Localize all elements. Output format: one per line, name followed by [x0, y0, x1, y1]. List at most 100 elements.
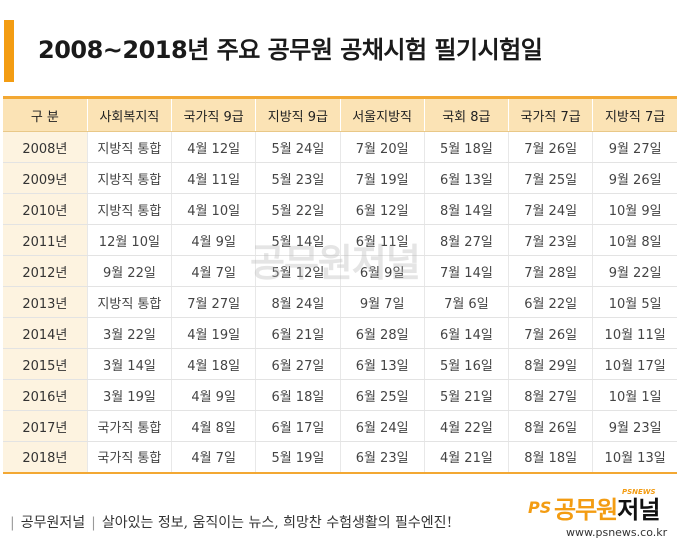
- year-cell: 2014년: [3, 317, 88, 349]
- date-cell: 4월 18일: [170, 348, 256, 380]
- date-cell: 10월 11일: [592, 317, 677, 349]
- year-cell: 2017년: [3, 410, 88, 442]
- date-cell: 5월 16일: [423, 348, 509, 380]
- date-cell: 4월 7일: [170, 255, 256, 287]
- date-cell: 3월 22일: [86, 317, 172, 349]
- date-cell: 10월 13일: [592, 441, 677, 474]
- date-cell: 7월 25일: [507, 162, 593, 194]
- date-cell: 5월 24일: [255, 131, 340, 163]
- date-cell: 7월 14일: [423, 255, 509, 287]
- psnews-logo: PS 공무원저널 PSNEWS: [528, 488, 678, 528]
- date-cell: 4월 9일: [170, 379, 256, 411]
- date-cell: 6월 13일: [339, 348, 425, 380]
- year-cell: 2011년: [3, 224, 88, 256]
- date-cell: 5월 12일: [255, 255, 340, 287]
- column-header: 국회 8급: [423, 96, 509, 132]
- table-row: 2017년 국가직 통합 4월 8일 6월 17일 6월 24일 4월 22일 8월 26일…: [3, 410, 677, 442]
- year-cell: 2018년: [3, 441, 88, 474]
- date-cell: 지방직 통합: [86, 131, 172, 163]
- date-cell: 3월 14일: [86, 348, 172, 380]
- date-cell: 9월 27일: [592, 131, 677, 163]
- date-cell: 10월 5일: [592, 286, 677, 318]
- date-cell: 6월 9일: [339, 255, 425, 287]
- date-cell: 5월 18일: [423, 131, 509, 163]
- date-cell: 국가직 통합: [86, 441, 172, 474]
- year-cell: 2015년: [3, 348, 88, 380]
- date-cell: 6월 13일: [423, 162, 509, 194]
- date-cell: 7월 6일: [423, 286, 509, 318]
- date-cell: 4월 21일: [423, 441, 509, 474]
- date-cell: 8월 14일: [423, 193, 509, 225]
- year-cell: 2016년: [3, 379, 88, 411]
- footer-slogan: 살아있는 정보, 움직이는 뉴스, 희망찬 수험생활의 필수엔진!: [101, 515, 453, 531]
- column-header: 국가직 9급: [170, 96, 256, 132]
- date-cell: 10월 1일: [592, 379, 677, 411]
- date-cell: 7월 20일: [339, 131, 425, 163]
- page-title: 2008~2018년 주요 공무원 공채시험 필기시험일: [38, 36, 543, 64]
- date-cell: 7월 28일: [507, 255, 593, 287]
- year-cell: 2013년: [3, 286, 88, 318]
- year-cell: 2008년: [3, 131, 88, 163]
- date-cell: 4월 7일: [170, 441, 256, 474]
- date-cell: 6월 11일: [339, 224, 425, 256]
- date-cell: 7월 26일: [507, 317, 593, 349]
- date-cell: 9월 23일: [592, 410, 677, 442]
- exam-schedule-table-wrapper: 구 분 사회복지직 국가직 9급 지방직 9급 서울지방직 국회 8급 국가직 7급 지방직 …: [3, 96, 677, 474]
- table-row: 2014년 3월 22일 4월 19일 6월 21일 6월 28일 6월 14일 7월 26…: [3, 317, 677, 349]
- footer-brand: 공무원저널: [20, 515, 86, 531]
- date-cell: 8월 29일: [507, 348, 593, 380]
- table-header-row: 구 분 사회복지직 국가직 9급 지방직 9급 서울지방직 국회 8급 국가직 7급 지방직 …: [3, 96, 677, 132]
- date-cell: 5월 14일: [255, 224, 340, 256]
- table-row: 2009년 지방직 통합 4월 11일 5월 23일 7월 19일 6월 13일 7월 25…: [3, 162, 677, 194]
- date-cell: 지방직 통합: [86, 286, 172, 318]
- date-cell: 6월 28일: [339, 317, 425, 349]
- year-cell: 2009년: [3, 162, 88, 194]
- date-cell: 9월 22일: [592, 255, 677, 287]
- year-cell: 2012년: [3, 255, 88, 287]
- date-cell: 9월 22일: [86, 255, 172, 287]
- date-cell: 6월 14일: [423, 317, 509, 349]
- table-row: 2016년 3월 19일 4월 9일 6월 18일 6월 25일 5월 21일 8월 27일…: [3, 379, 677, 411]
- year-cell: 2010년: [3, 193, 88, 225]
- date-cell: 5월 22일: [255, 193, 340, 225]
- table-row: 2010년 지방직 통합 4월 10일 5월 22일 6월 12일 8월 14일 7월 24…: [3, 193, 677, 225]
- date-cell: 4월 11일: [170, 162, 256, 194]
- date-cell: 10월 8일: [592, 224, 677, 256]
- date-cell: 8월 27일: [423, 224, 509, 256]
- date-cell: 4월 8일: [170, 410, 256, 442]
- table-row: 2018년 국가직 통합 4월 7일 5월 19일 6월 23일 4월 21일 8월 18일…: [3, 441, 677, 474]
- date-cell: 10월 17일: [592, 348, 677, 380]
- date-cell: 7월 19일: [339, 162, 425, 194]
- column-header: 서울지방직: [339, 96, 425, 132]
- date-cell: 6월 21일: [255, 317, 340, 349]
- date-cell: 7월 26일: [507, 131, 593, 163]
- logo-ps-mark: PS: [528, 498, 552, 517]
- date-cell: 4월 22일: [423, 410, 509, 442]
- date-cell: 6월 23일: [339, 441, 425, 474]
- date-cell: 4월 10일: [170, 193, 256, 225]
- column-header: 구 분: [3, 96, 88, 132]
- date-cell: 7월 27일: [170, 286, 256, 318]
- column-header: 사회복지직: [86, 96, 172, 132]
- date-cell: 5월 23일: [255, 162, 340, 194]
- table-row: 2015년 3월 14일 4월 18일 6월 27일 6월 13일 5월 16일 8월 29…: [3, 348, 677, 380]
- title-accent-bar: [4, 20, 14, 82]
- date-cell: 3월 19일: [86, 379, 172, 411]
- column-header: 국가직 7급: [507, 96, 593, 132]
- date-cell: 9월 7일: [339, 286, 425, 318]
- date-cell: 8월 27일: [507, 379, 593, 411]
- date-cell: 6월 17일: [255, 410, 340, 442]
- table-row: 2008년 지방직 통합 4월 12일 5월 24일 7월 20일 5월 18일 7월 26…: [3, 131, 677, 163]
- column-header: 지방직 9급: [255, 96, 340, 132]
- date-cell: 6월 22일: [507, 286, 593, 318]
- column-header: 지방직 7급: [592, 96, 677, 132]
- date-cell: 6월 27일: [255, 348, 340, 380]
- date-cell: 6월 18일: [255, 379, 340, 411]
- date-cell: 5월 19일: [255, 441, 340, 474]
- date-cell: 12월 10일: [86, 224, 172, 256]
- date-cell: 5월 21일: [423, 379, 509, 411]
- date-cell: 7월 23일: [507, 224, 593, 256]
- table-row: 2013년 지방직 통합 7월 27일 8월 24일 9월 7일 7월 6일 6월 22일 1…: [3, 286, 677, 318]
- date-cell: 6월 25일: [339, 379, 425, 411]
- table-row: 2012년 9월 22일 4월 7일 5월 12일 6월 9일 7월 14일 7월 28일 9…: [3, 255, 677, 287]
